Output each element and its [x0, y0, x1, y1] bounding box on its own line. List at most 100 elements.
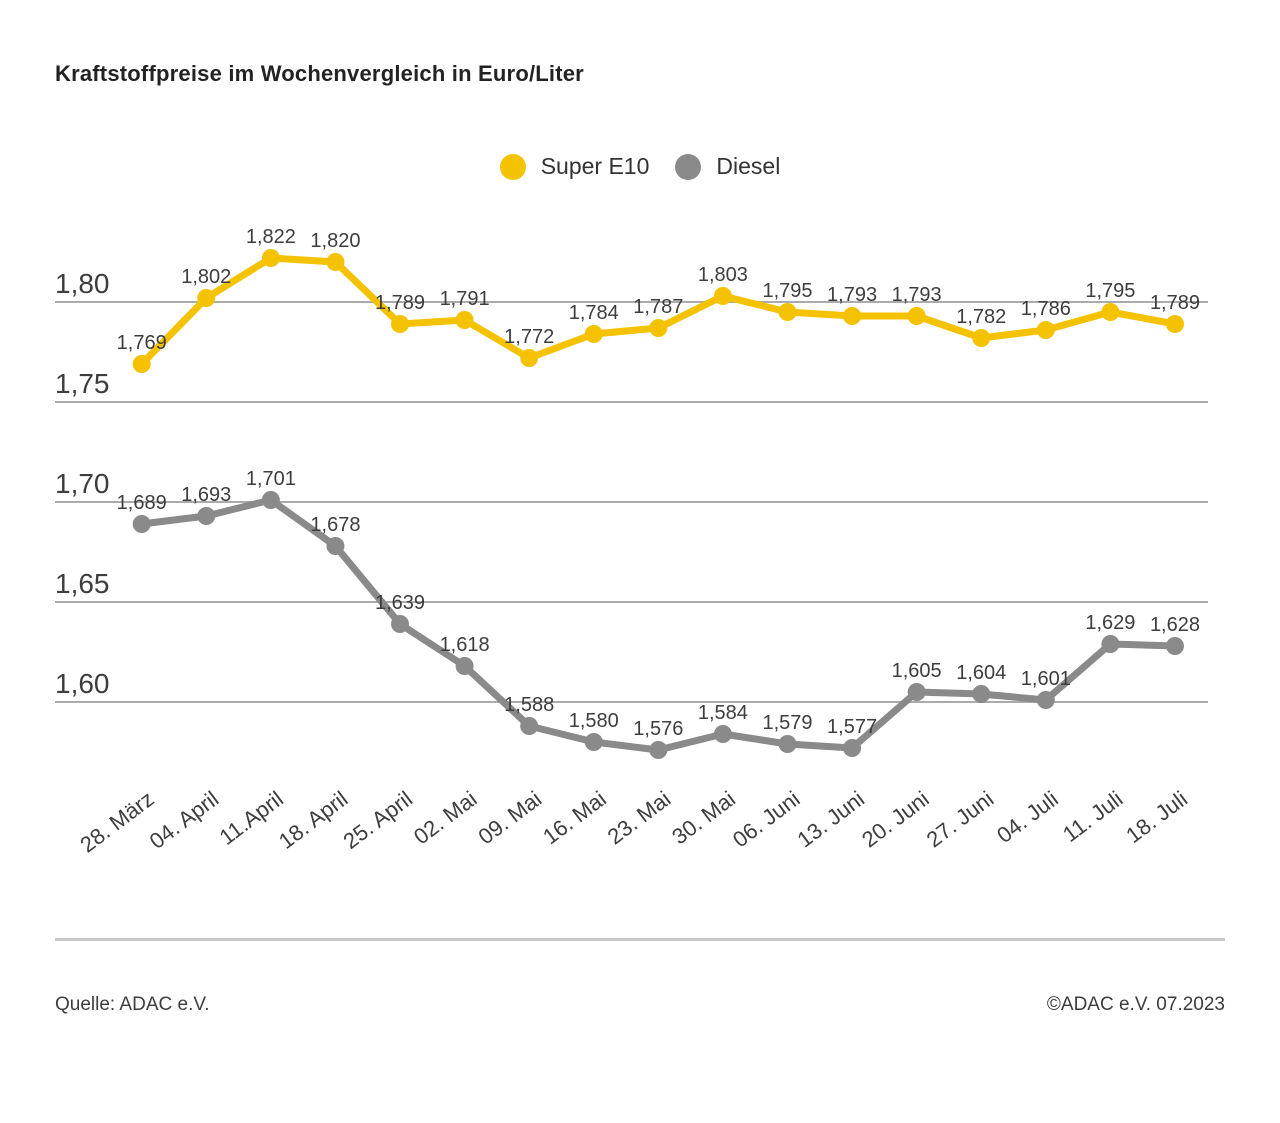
data-point-marker-diesel	[778, 735, 797, 753]
data-point-marker-diesel	[972, 685, 991, 703]
legend-swatch-diesel-icon	[675, 153, 702, 180]
data-point-marker-super-e10	[778, 303, 797, 321]
data-point-value-label: 1,601	[1021, 668, 1071, 690]
legend-swatch-super-e10-icon	[499, 153, 526, 180]
data-point-marker-diesel	[713, 725, 732, 743]
data-point-marker-super-e10	[1036, 321, 1055, 339]
data-point-value-label: 1,588	[504, 694, 554, 716]
data-point-value-label: 1,576	[633, 718, 683, 740]
data-point-marker-diesel	[1165, 637, 1184, 655]
source-note: Quelle: ADAC e.V.	[55, 994, 210, 1015]
data-point-value-label: 1,820	[310, 230, 360, 252]
data-point-value-label: 1,689	[117, 492, 167, 514]
data-point-value-label: 1,789	[375, 292, 425, 314]
legend-label-diesel: Diesel	[716, 153, 781, 179]
data-point-marker-super-e10	[1101, 303, 1120, 321]
copyright-note: ©ADAC e.V. 07.2023	[1046, 994, 1225, 1015]
footer-divider	[55, 938, 1225, 941]
data-point-marker-diesel	[1101, 635, 1120, 653]
data-point-value-label: 1,618	[440, 634, 490, 656]
data-point-value-label: 1,604	[956, 662, 1006, 684]
data-point-value-label: 1,795	[762, 280, 812, 302]
data-point-marker-diesel	[520, 717, 539, 735]
data-point-value-label: 1,802	[181, 266, 231, 288]
x-axis-tick-label: 28. März	[75, 786, 158, 857]
x-axis-tick-label: 09. Mai	[474, 786, 547, 849]
data-point-value-label: 1,822	[246, 226, 296, 248]
data-point-marker-diesel	[132, 515, 151, 533]
x-axis-tick-label: 06. Juni	[728, 786, 805, 852]
data-point-value-label: 1,693	[181, 484, 231, 506]
series-line-diesel	[138, 496, 1179, 754]
x-axis-tick-label: 04. Juli	[992, 786, 1063, 848]
data-point-value-label: 1,795	[1085, 280, 1135, 302]
x-axis-tick-label: 23. Mai	[603, 786, 676, 849]
data-point-value-label: 1,628	[1150, 614, 1200, 636]
data-point-marker-super-e10	[520, 349, 539, 367]
data-point-marker-super-e10	[391, 315, 410, 333]
data-point-value-label: 1,787	[633, 296, 683, 318]
data-point-value-label: 1,577	[827, 716, 877, 738]
legend-item-diesel: Diesel	[675, 153, 780, 180]
x-axis-tick-label: 25. April	[338, 786, 417, 854]
x-axis-tick-label: 27. Juni	[922, 786, 999, 852]
data-point-marker-super-e10	[261, 249, 280, 267]
data-point-value-label: 1,580	[569, 710, 619, 732]
data-point-marker-super-e10	[649, 319, 668, 337]
page-title: Kraftstoffpreise im Wochenvergleich in E…	[55, 61, 584, 86]
data-point-value-label: 1,639	[375, 592, 425, 614]
x-axis-tick-label: 30. Mai	[667, 786, 740, 849]
data-point-marker-diesel	[455, 657, 474, 675]
data-point-marker-super-e10	[713, 287, 732, 305]
data-point-value-label: 1,793	[892, 284, 942, 306]
x-axis-tick-label: 02. Mai	[409, 786, 482, 849]
data-point-value-label: 1,629	[1085, 612, 1135, 634]
data-point-marker-super-e10	[326, 253, 345, 271]
y-axis-tick-label: 1,75	[55, 368, 110, 399]
data-point-marker-diesel	[326, 537, 345, 555]
legend-item-super-e10: Super E10	[499, 153, 650, 180]
data-point-marker-diesel	[843, 739, 862, 757]
data-point-marker-super-e10	[1165, 315, 1184, 333]
x-axis-tick-label: 11. Juli	[1058, 786, 1127, 847]
data-point-marker-diesel	[391, 615, 410, 633]
data-point-marker-super-e10	[132, 355, 151, 373]
data-point-value-label: 1,791	[440, 288, 490, 310]
data-point-marker-diesel	[907, 683, 926, 701]
data-point-value-label: 1,701	[246, 468, 296, 490]
y-axis-tick-label: 1,65	[55, 568, 110, 599]
data-point-value-label: 1,772	[504, 326, 554, 348]
data-point-marker-diesel	[197, 507, 216, 525]
data-point-value-label: 1,678	[310, 514, 360, 536]
data-point-value-label: 1,605	[892, 660, 942, 682]
x-axis-tick-label: 13. Juni	[792, 786, 869, 852]
legend: Super E10 Diesel	[0, 153, 1280, 180]
y-axis-tick-label: 1,80	[55, 268, 110, 299]
data-point-value-label: 1,793	[827, 284, 877, 306]
data-point-value-label: 1,803	[698, 264, 748, 286]
x-axis-tick-label: 20. Juni	[857, 786, 934, 852]
data-point-marker-super-e10	[455, 311, 474, 329]
data-point-value-label: 1,782	[956, 306, 1006, 328]
data-point-marker-super-e10	[197, 289, 216, 307]
data-point-marker-diesel	[1036, 691, 1055, 709]
y-axis-tick-label: 1,70	[55, 468, 110, 499]
x-axis-tick-label: 18. Juli	[1121, 786, 1192, 848]
data-point-value-label: 1,789	[1150, 292, 1200, 314]
data-point-value-label: 1,769	[117, 332, 167, 354]
x-axis-tick-label: 11.April	[215, 786, 288, 850]
data-point-value-label: 1,784	[569, 302, 619, 324]
data-point-marker-diesel	[261, 491, 280, 509]
data-point-value-label: 1,584	[698, 702, 748, 724]
x-axis-tick-label: 04. April	[145, 786, 224, 854]
x-axis-tick-label: 16. Mai	[538, 786, 611, 849]
data-point-marker-super-e10	[584, 325, 603, 343]
y-axis-tick-label: 1,60	[55, 668, 110, 699]
data-point-value-label: 1,579	[762, 712, 812, 734]
data-point-marker-diesel	[584, 733, 603, 751]
legend-label-super-e10: Super E10	[540, 153, 650, 179]
data-point-marker-diesel	[649, 741, 668, 759]
data-point-marker-super-e10	[972, 329, 991, 347]
